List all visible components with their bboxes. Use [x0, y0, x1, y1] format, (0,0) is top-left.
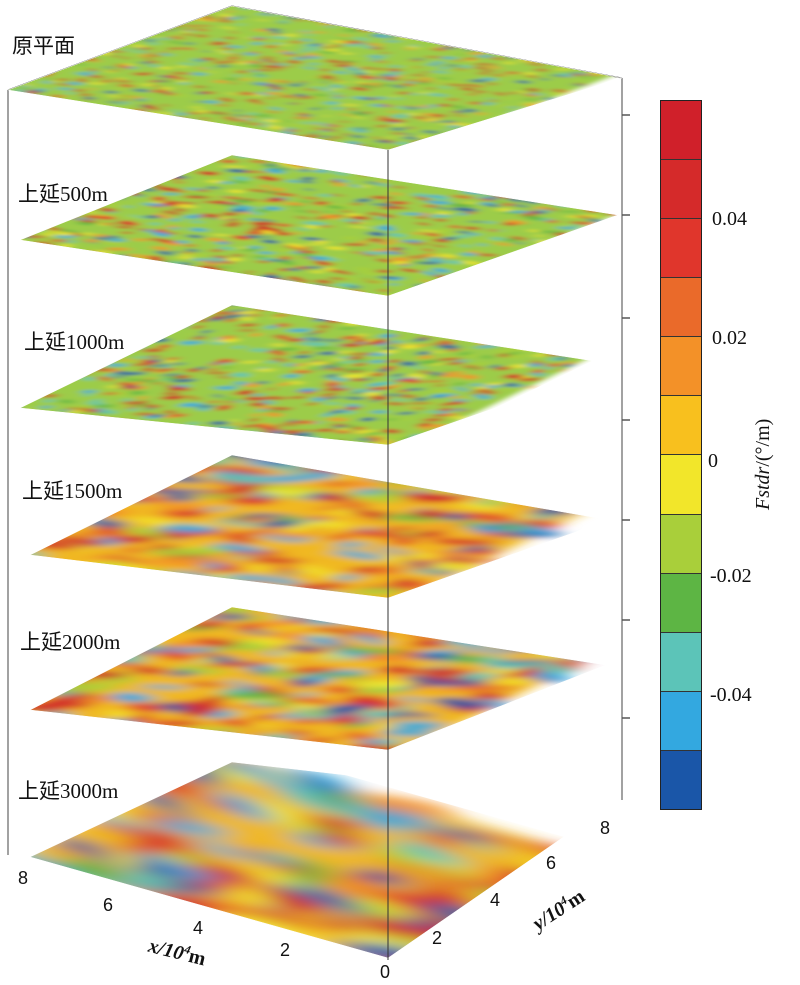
colorbar-swatch: [661, 573, 701, 633]
x-tick-1: 6: [103, 895, 114, 915]
right-axis-ticks: [622, 114, 630, 719]
layer-label-5: 上延3000m: [18, 779, 119, 803]
colorbar-swatch: [661, 219, 701, 279]
layer-label-0: 原平面: [12, 34, 75, 58]
colorbar-swatch: [661, 396, 701, 456]
colorbar-title: Fstdr/(°/m): [752, 418, 774, 510]
map-plane-5: [29, 761, 611, 959]
colorbar-tick-0: 0.04: [712, 208, 747, 230]
x-tick-0: 8: [18, 868, 29, 888]
map-plane-3: [29, 454, 611, 599]
y-tick-3: 6: [546, 853, 557, 873]
layer-label-3: 上延1500m: [22, 479, 123, 503]
colorbar-tick-1: 0.02: [712, 327, 747, 349]
colorbar-swatch: [661, 160, 701, 220]
y-tick-4: 8: [600, 818, 611, 838]
layer-label-4: 上延2000m: [20, 630, 121, 654]
x-tick-2: 4: [193, 918, 204, 938]
x-tick-3: 2: [280, 940, 291, 960]
map-plane-0: [7, 5, 623, 151]
colorbar-tick-4: -0.04: [710, 684, 752, 706]
colorbar-swatch: [661, 632, 701, 692]
map-plane-4: [29, 606, 607, 751]
colorbar-swatch: [661, 455, 701, 515]
colorbar-tick-2: 0: [708, 450, 718, 472]
y-tick-1: 2: [432, 928, 443, 948]
colorbar: [660, 100, 702, 810]
map-plane-1: [19, 154, 619, 297]
y-tick-0: 0: [380, 962, 391, 982]
colorbar-swatch: [661, 337, 701, 397]
colorbar-swatch: [661, 514, 701, 574]
y-tick-2: 4: [490, 890, 501, 910]
colorbar-swatch: [661, 750, 701, 809]
colorbar-swatch: [661, 691, 701, 751]
colorbar-swatch: [661, 278, 701, 338]
map-plane-2: [19, 304, 621, 446]
colorbar-tick-3: -0.02: [710, 565, 752, 587]
layer-label-2: 上延1000m: [24, 330, 125, 354]
layer-label-1: 上延500m: [18, 182, 108, 206]
colorbar-swatch: [661, 101, 701, 161]
